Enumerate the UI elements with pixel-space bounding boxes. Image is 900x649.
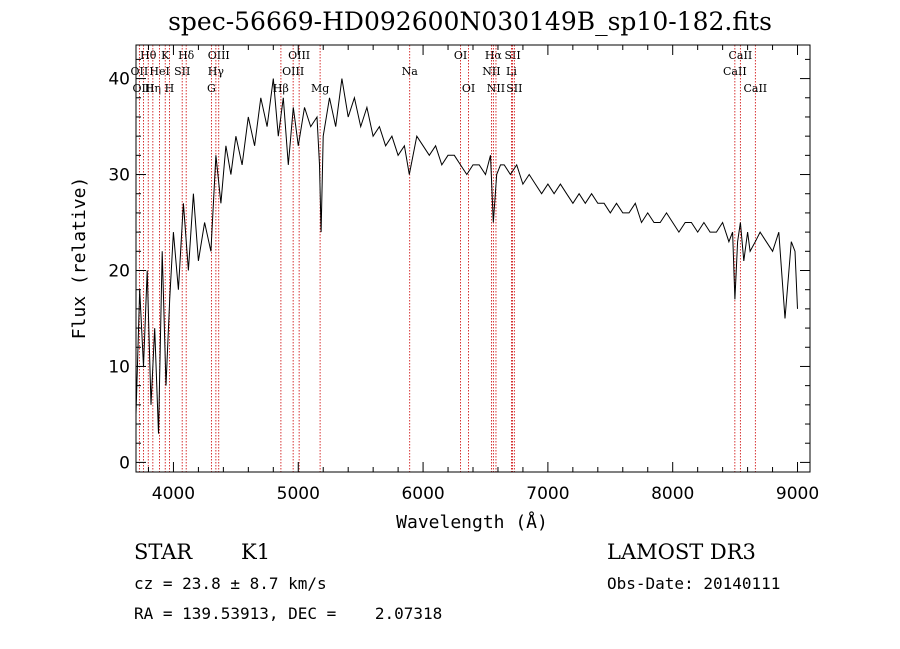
x-tick-label: 7000: [526, 484, 569, 504]
y-tick-label: 10: [108, 357, 130, 377]
x-tick-label: 4000: [152, 484, 195, 504]
spectral-line-label: Hα: [485, 49, 503, 62]
spectral-line-label: NII: [482, 65, 500, 78]
object-subclass: K1: [241, 540, 271, 564]
x-tick-label: 6000: [401, 484, 444, 504]
plot-frame: [135, 44, 811, 473]
spectral-line-label: SII: [174, 65, 190, 78]
x-tick-label: 5000: [277, 484, 320, 504]
survey-name: LAMOST DR3: [607, 540, 756, 564]
spectral-line-label: Li: [506, 65, 517, 78]
object-class: STAR: [134, 540, 193, 564]
spectral-line-label: Mg: [311, 82, 329, 95]
chart-title: spec-56669-HD092600N030149B_sp10-182.fit…: [168, 7, 772, 36]
spectral-line-label: CaII: [743, 82, 767, 95]
spectral-line-label: Hθ: [140, 49, 157, 62]
spectrum-line: [135, 78, 798, 434]
spectral-line-label: Hγ: [208, 65, 225, 78]
spectral-line-label: NII: [487, 82, 505, 95]
spectral-line-label: CaII: [729, 49, 753, 62]
x-tick-label: 9000: [776, 484, 819, 504]
spectral-line-label: CaII: [723, 65, 747, 78]
spectral-line-label: OI: [462, 82, 475, 95]
spectral-line-label: G: [207, 82, 216, 95]
spectral-line-label: OII: [131, 65, 149, 78]
spectral-line-label: Hδ: [178, 49, 195, 62]
spectral-line-label: SII: [504, 49, 520, 62]
observation-date: Obs-Date: 20140111: [607, 574, 781, 593]
y-tick-label: 20: [108, 261, 130, 281]
y-tick-label: 30: [108, 166, 130, 186]
x-axis-label: Wavelength (Å): [396, 511, 548, 533]
spectral-line-label: OIII: [282, 65, 304, 78]
spectral-line-label: H: [165, 82, 175, 95]
redshift-value: cz = 23.8 ± 8.7 km/s: [134, 574, 327, 593]
axis-ticks: 4000 5000 6000 7000 8000 9000 0 10 20 30 40: [108, 45, 819, 504]
spectral-line-label: K: [161, 49, 170, 62]
spectral-line-label: Hβ: [273, 82, 289, 95]
y-tick-label: 40: [108, 70, 130, 90]
spectral-line-label: SII: [506, 82, 522, 95]
spectral-line-label: OIII: [208, 49, 230, 62]
spectral-line-label: OIII: [132, 82, 154, 95]
y-axis-label: Flux (relative): [69, 177, 90, 340]
spectral-line-label: Na: [402, 65, 419, 78]
spectral-line-label: Hη: [145, 82, 161, 95]
coordinates: RA = 139.53913, DEC = 2.07318: [134, 604, 443, 623]
spectral-line-label: HeI: [149, 65, 169, 78]
spectral-line-label: OIII: [288, 49, 310, 62]
y-tick-label: 0: [119, 453, 130, 473]
spectral-line-label: OI: [454, 49, 467, 62]
x-tick-label: 8000: [651, 484, 694, 504]
